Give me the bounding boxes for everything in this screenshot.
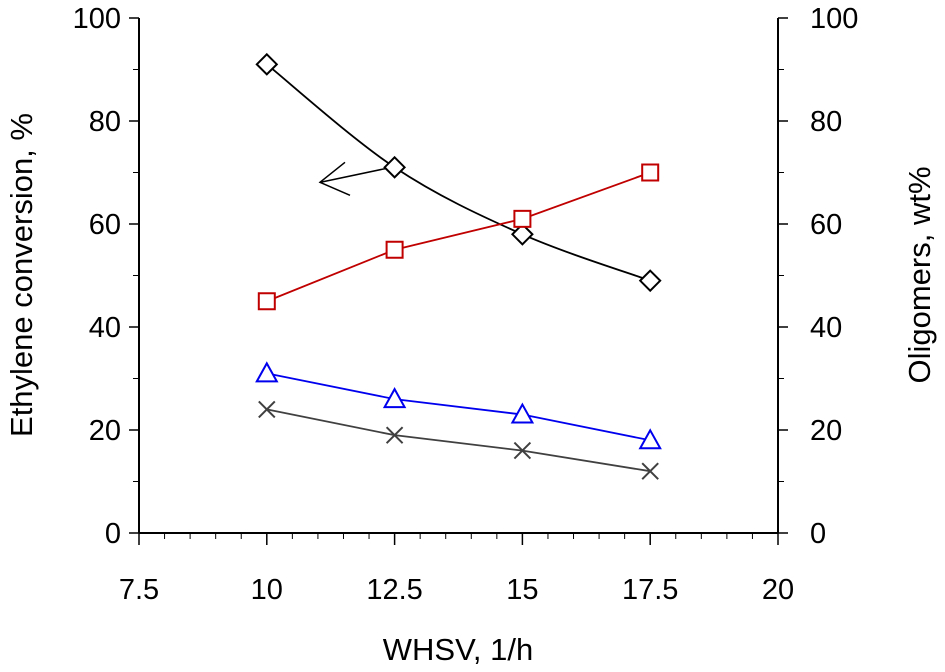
arrow-head xyxy=(318,161,351,197)
y2-tick-label: 80 xyxy=(810,106,842,138)
x-tick-label: 17.5 xyxy=(622,574,678,606)
triangle-series xyxy=(255,361,662,450)
cross-point xyxy=(258,400,276,419)
arrow-shaft xyxy=(319,167,387,184)
diamond-line xyxy=(266,63,651,282)
y-tick-label: 80 xyxy=(89,106,121,138)
diamond-point xyxy=(383,155,407,179)
triangle-line xyxy=(266,372,651,442)
y-tick-label: 20 xyxy=(89,415,121,447)
x-tick-label: 15 xyxy=(506,574,538,606)
square-point xyxy=(385,240,404,259)
y-tick-label: 60 xyxy=(89,209,121,241)
arrow-annotation xyxy=(318,161,387,197)
cross-point xyxy=(513,441,532,460)
cross-line xyxy=(266,408,651,473)
diamond-series xyxy=(255,52,662,293)
series-layer xyxy=(255,52,662,480)
x-axis-title: WHSV, 1/h xyxy=(383,632,533,667)
y2-tick-label: 100 xyxy=(810,3,858,35)
cross-point xyxy=(641,462,659,480)
x-tick-label: 7.5 xyxy=(119,574,159,606)
triangle-point xyxy=(510,402,535,424)
square-point xyxy=(513,209,532,228)
square-series xyxy=(257,163,660,311)
cross-series xyxy=(258,400,659,480)
square-line xyxy=(266,171,651,303)
diamond-point xyxy=(255,52,279,76)
square-point xyxy=(257,292,276,311)
triangle-point xyxy=(382,387,407,409)
y2-axis-title: Oligomers, wt% xyxy=(902,166,937,383)
y-tick-label: 40 xyxy=(89,312,121,344)
x-tick-label: 10 xyxy=(251,574,283,606)
axes xyxy=(129,17,788,545)
y2-tick-label: 20 xyxy=(810,415,842,447)
square-point xyxy=(641,163,660,182)
y2-tick-label: 40 xyxy=(810,312,842,344)
x-tick-label: 12.5 xyxy=(366,574,422,606)
y2-tick-label: 0 xyxy=(810,518,826,550)
tick-labels: 7.5 10 12.5 15 17.5 20 0 20 40 60 80 100 0 20 40 60 80 10… xyxy=(73,3,859,606)
triangle-point xyxy=(638,428,662,450)
triangle-point xyxy=(255,361,279,383)
x-tick-label: 20 xyxy=(762,574,794,606)
y-axis-title: Ethylene conversion, % xyxy=(4,113,39,437)
y-tick-label: 0 xyxy=(105,518,121,550)
y-tick-label: 100 xyxy=(73,3,121,35)
diamond-point xyxy=(638,269,662,293)
cross-point xyxy=(385,426,404,444)
y2-tick-label: 60 xyxy=(810,209,842,241)
diamond-point xyxy=(510,222,534,246)
